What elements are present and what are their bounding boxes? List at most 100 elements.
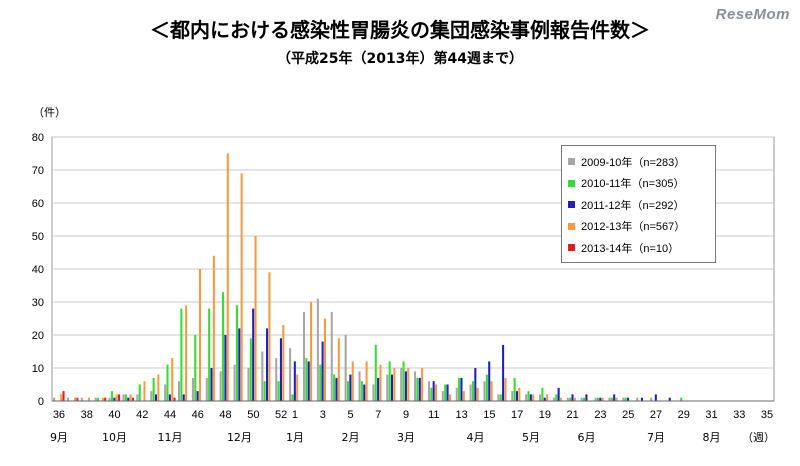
x-tick-label: 52 — [275, 409, 287, 421]
bar — [74, 397, 77, 401]
chart-subtitle: （平成25年（2013年）第44週まで） — [277, 51, 523, 67]
legend-label: 2013-14年（n=10） — [581, 242, 680, 255]
x-axis-label: （週） — [742, 431, 775, 444]
bar — [488, 361, 491, 401]
month-label: 12月 — [227, 431, 252, 444]
bar — [499, 394, 502, 401]
bar — [599, 397, 602, 401]
bar — [483, 381, 486, 401]
bar — [122, 394, 125, 401]
month-label: 9月 — [50, 431, 68, 444]
bar — [60, 394, 63, 401]
bar — [152, 377, 155, 401]
bar — [471, 381, 474, 401]
bar — [191, 377, 194, 401]
bar — [291, 394, 294, 401]
bar — [583, 397, 586, 401]
bar — [402, 361, 405, 401]
bar — [365, 361, 368, 401]
bar — [323, 318, 326, 401]
x-tick-label: 50 — [247, 409, 259, 421]
bar — [233, 364, 236, 401]
bar — [101, 397, 104, 401]
x-tick-label: 21 — [567, 409, 579, 421]
x-tick-label: 40 — [108, 409, 120, 421]
bar — [219, 371, 222, 401]
x-tick-label: 1 — [292, 409, 298, 421]
bar — [293, 361, 296, 401]
x-tick-label: 23 — [594, 409, 606, 421]
bar — [474, 368, 477, 401]
y-tick-label: 30 — [32, 297, 44, 309]
bar — [196, 391, 199, 401]
bar — [532, 394, 535, 401]
bar — [87, 397, 90, 401]
bar — [421, 368, 424, 401]
legend-label: 2009-10年（n=283） — [581, 156, 686, 169]
bar — [182, 394, 185, 401]
y-tick-label: 10 — [32, 363, 44, 375]
bar — [333, 374, 336, 401]
legend-item: 2009-10年（n=283） — [568, 151, 709, 173]
bar — [414, 371, 417, 401]
chart-legend: 2009-10年（n=283） 2010-11年（n=305） 2011-12年… — [561, 145, 716, 263]
bar — [571, 394, 574, 401]
bar — [302, 311, 306, 401]
bar — [441, 391, 444, 401]
bar — [335, 377, 338, 401]
bar — [435, 384, 438, 401]
bar — [346, 381, 350, 401]
bar — [529, 394, 532, 401]
bar — [263, 381, 266, 401]
bar — [136, 394, 139, 401]
bar — [337, 338, 340, 401]
bar — [124, 394, 127, 401]
bar — [513, 377, 516, 401]
bar — [462, 391, 465, 401]
bar — [615, 397, 618, 401]
bar — [390, 374, 394, 401]
bar — [430, 387, 433, 401]
bar — [613, 394, 616, 401]
bar — [515, 391, 519, 401]
legend-item: 2013-14年（n=10） — [568, 237, 709, 259]
month-label: 11月 — [158, 431, 183, 444]
bar — [393, 368, 396, 401]
x-tick-label: 11 — [428, 409, 439, 421]
bar — [344, 335, 347, 401]
y-tick-label: 50 — [32, 231, 44, 243]
month-label: 1月 — [286, 431, 304, 444]
month-label: 3月 — [397, 431, 415, 444]
bar — [446, 384, 449, 401]
bar — [502, 344, 505, 401]
bar — [164, 384, 167, 401]
bar — [305, 358, 308, 401]
site-logo: ReseMom — [715, 6, 790, 23]
bar — [247, 368, 250, 401]
bar — [249, 338, 252, 401]
bar — [321, 341, 324, 401]
bar — [388, 361, 391, 401]
bar — [622, 397, 625, 401]
bar — [555, 394, 558, 401]
x-tick-label: 7 — [375, 409, 381, 421]
bar — [580, 397, 583, 401]
bar — [138, 384, 141, 401]
month-label: 2月 — [342, 431, 360, 444]
y-axis-label: （件） — [33, 106, 66, 119]
x-tick-label: 15 — [483, 409, 495, 421]
bar — [557, 387, 560, 401]
bar — [432, 381, 435, 401]
bar — [166, 364, 169, 401]
bar — [127, 397, 130, 401]
bar — [650, 397, 653, 401]
legend-item: 2010-11年（n=305） — [568, 173, 709, 195]
bar — [238, 328, 241, 401]
bar — [418, 377, 421, 401]
x-tick-label: 38 — [81, 409, 93, 421]
y-tick-label: 70 — [32, 165, 44, 177]
bar — [254, 236, 257, 401]
bar — [363, 384, 366, 401]
bar — [171, 358, 174, 401]
legend-swatch — [568, 244, 575, 252]
